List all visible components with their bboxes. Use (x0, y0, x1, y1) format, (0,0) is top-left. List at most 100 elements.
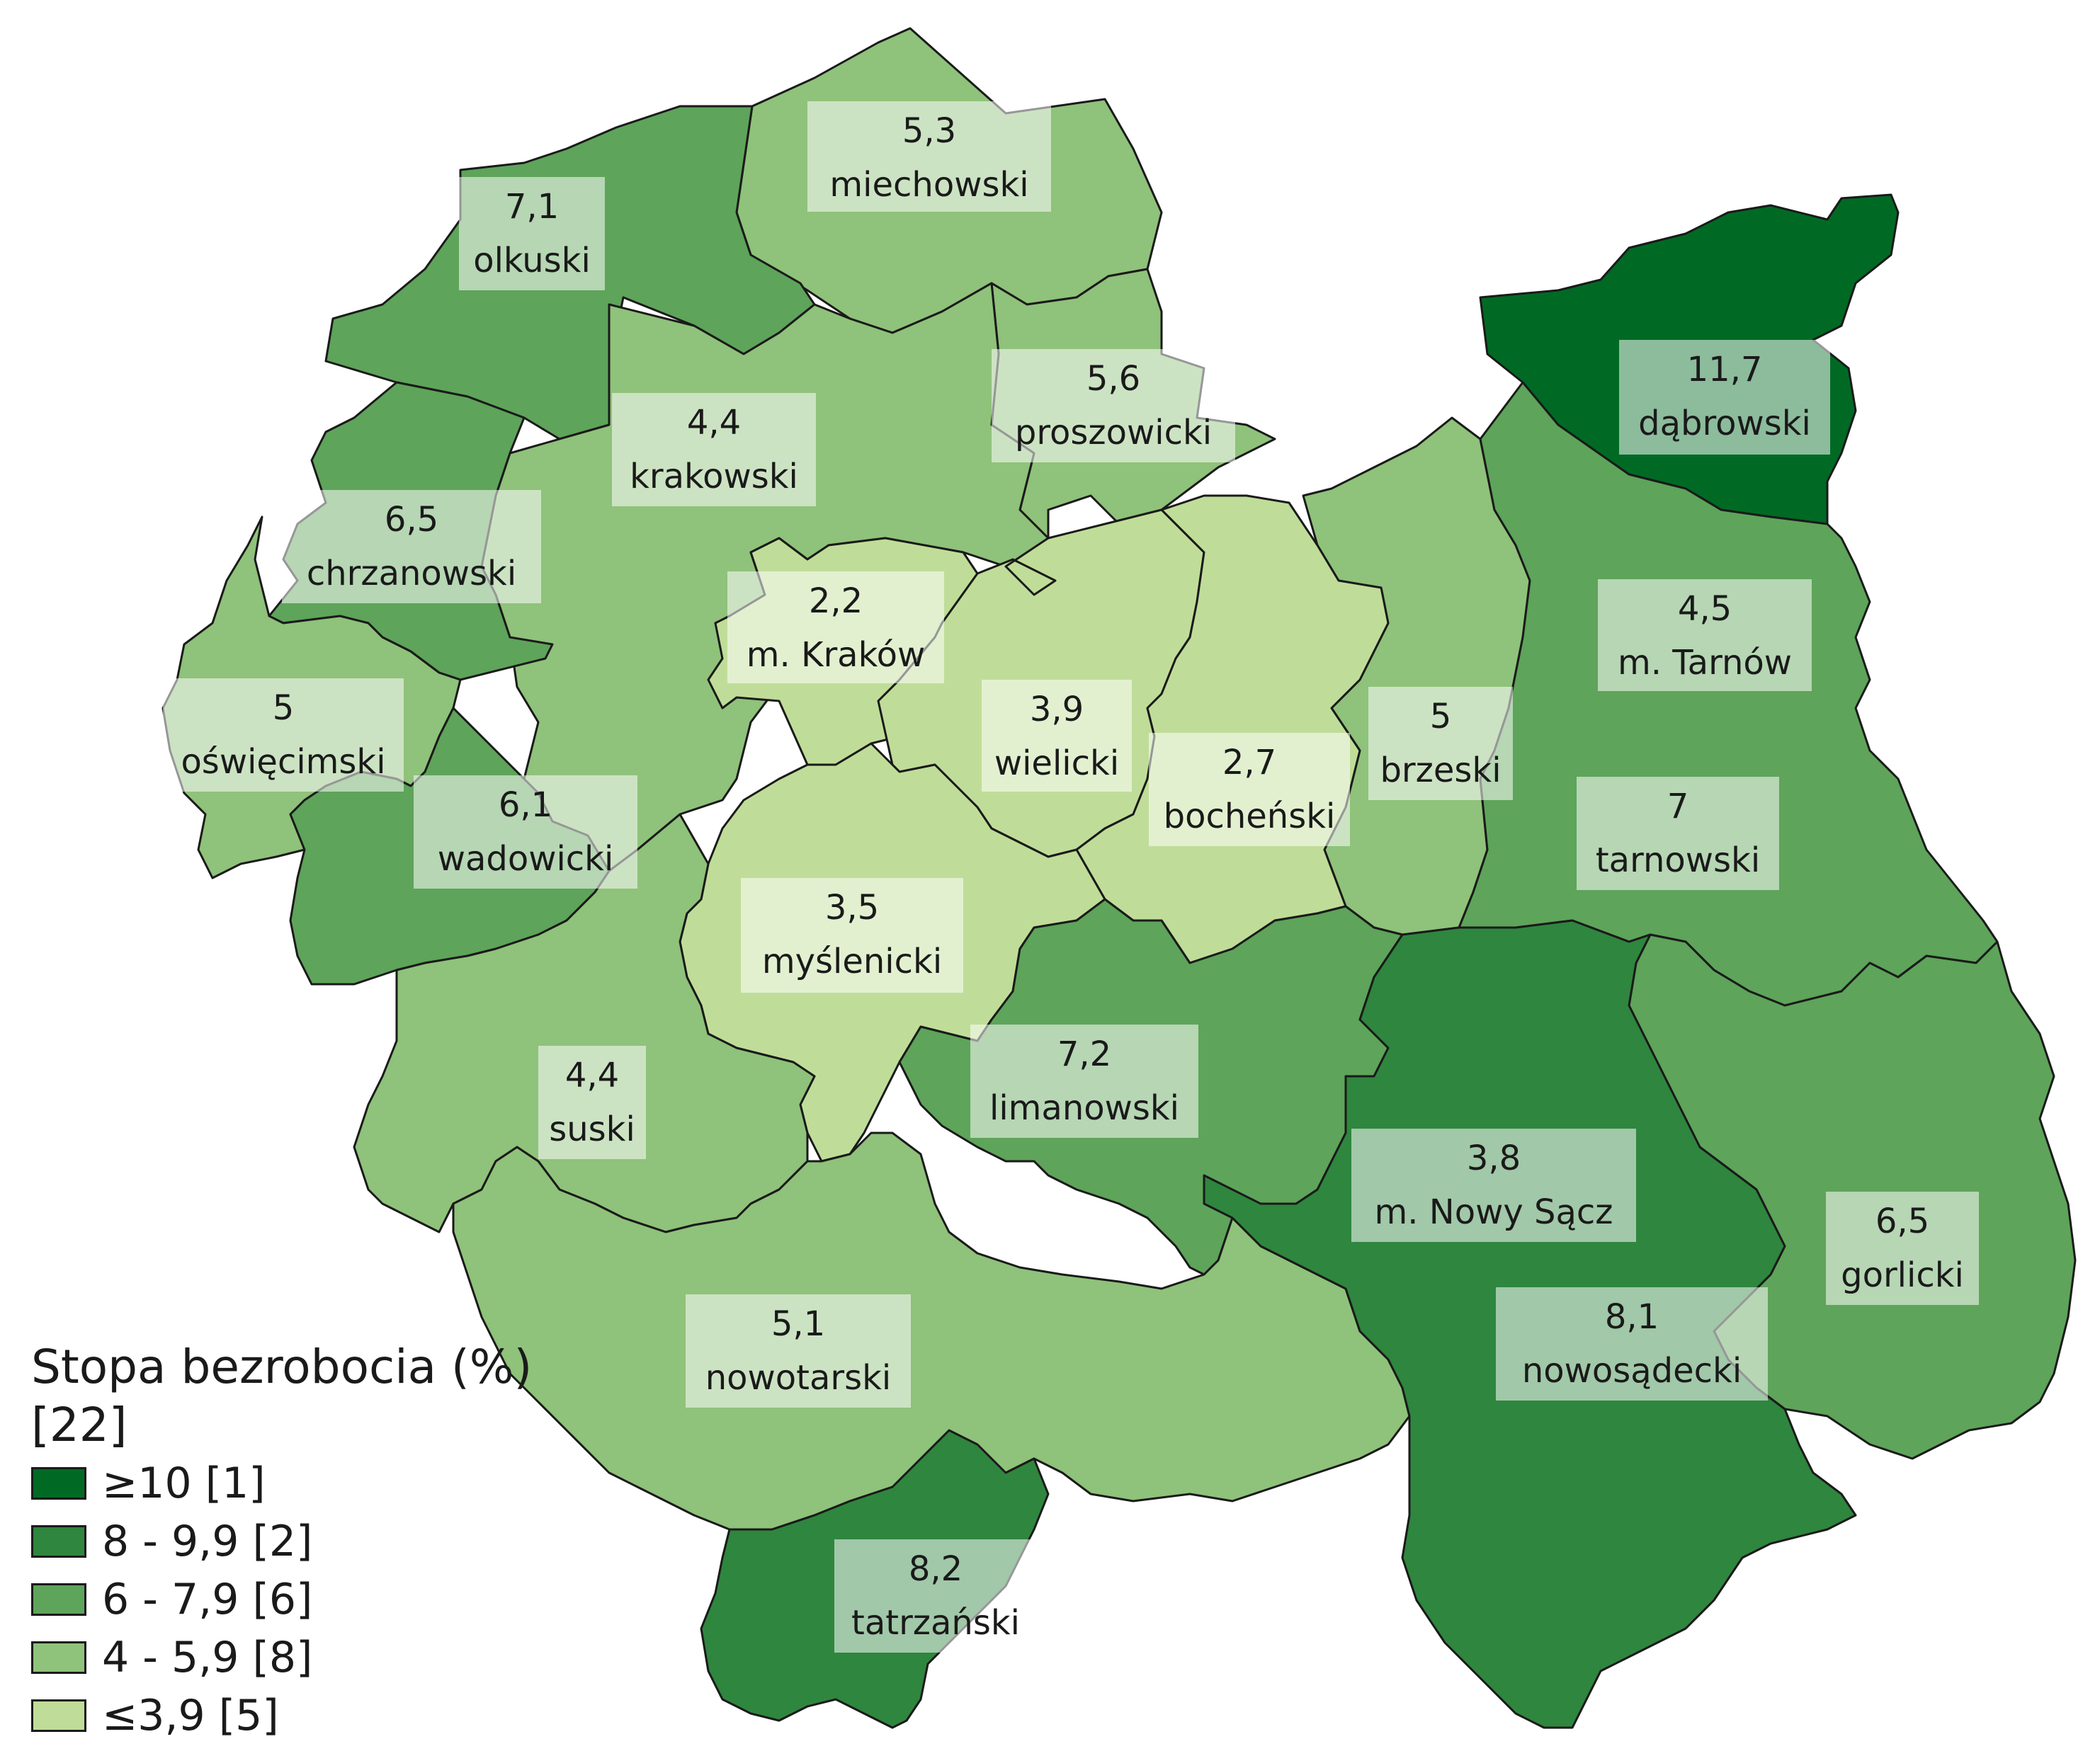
region-label-myslenicki: 3,5 myślenicki (741, 878, 963, 993)
region-name: olkuski (473, 241, 591, 280)
region-name: bocheński (1164, 797, 1336, 836)
region-value: 5 (1430, 697, 1452, 736)
region-value: 6,5 (1875, 1202, 1929, 1241)
region-name: miechowski (829, 165, 1028, 205)
map-legend: Stopa bezrobocia (%) [22] ≥10 [1] 8 - 9,9… (31, 1338, 569, 1745)
region-label-wielicki: 3,9 wielicki (982, 680, 1132, 792)
region-value: 6,5 (385, 500, 438, 540)
legend-swatch (31, 1583, 86, 1616)
region-name: m. Nowy Sącz (1375, 1192, 1613, 1232)
region-label-background (163, 678, 404, 792)
region-value: 4,4 (687, 403, 741, 443)
region-value: 5,3 (902, 111, 956, 151)
legend-swatch (31, 1467, 86, 1500)
region-label-background (1496, 1287, 1768, 1401)
region-value: 7 (1667, 787, 1689, 826)
region-label-nowotarski: 5,1 nowotarski (686, 1294, 911, 1408)
legend-label: 8 - 9,9 [2] (102, 1517, 313, 1566)
region-name: suski (549, 1110, 635, 1149)
region-name: nowosądecki (1522, 1351, 1742, 1391)
region-name: tatrzański (851, 1603, 1020, 1643)
region-label-olkuski: 7,1 olkuski (459, 177, 605, 290)
region-name: krakowski (630, 457, 798, 496)
region-name: nowotarski (705, 1358, 892, 1398)
region-name: dąbrowski (1638, 404, 1811, 443)
region-value: 8,1 (1605, 1297, 1659, 1337)
region-name: tarnowski (1596, 840, 1760, 880)
legend-swatch (31, 1699, 86, 1732)
region-name: brzeski (1380, 751, 1501, 790)
region-label-chrzanowski: 6,5 chrzanowski (282, 490, 541, 603)
region-label-background (1368, 687, 1513, 800)
region-name: wielicki (994, 743, 1119, 783)
region-value: 8,2 (909, 1549, 963, 1589)
region-label-background (970, 1025, 1198, 1138)
legend-item: 6 - 7,9 [6] (31, 1570, 569, 1629)
region-name: wadowicki (438, 839, 614, 879)
region-label-background (727, 571, 944, 683)
region-name: limanowski (989, 1088, 1179, 1128)
region-value: 11,7 (1687, 350, 1763, 389)
region-label-background (1351, 1129, 1636, 1242)
region-label-krakowski: 4,4 krakowski (612, 393, 816, 506)
region-label-gorlicki: 6,5 gorlicki (1826, 1192, 1979, 1305)
region-value: 4,4 (565, 1056, 619, 1095)
region-value: 3,5 (825, 888, 879, 928)
region-label-background (686, 1294, 911, 1408)
region-value: 7,2 (1057, 1034, 1111, 1074)
region-value: 2,7 (1222, 743, 1276, 782)
legend-label: ≤3,9 [5] (102, 1691, 279, 1740)
region-name: m. Kraków (747, 635, 926, 675)
region-label-background (1598, 579, 1812, 691)
region-label-background (982, 680, 1132, 792)
legend-item: 4 - 5,9 [8] (31, 1629, 569, 1687)
legend-item: ≤3,9 [5] (31, 1687, 569, 1745)
region-value: 5 (273, 688, 295, 728)
region-label-wadowicki: 6,1 wadowicki (414, 775, 637, 889)
region-name: oświęcimski (181, 742, 385, 782)
region-label-background (1577, 777, 1779, 890)
region-label-background (807, 101, 1051, 212)
region-value: 6,1 (499, 785, 552, 825)
legend-label: 6 - 7,9 [6] (102, 1575, 313, 1624)
region-name: chrzanowski (307, 554, 516, 593)
region-value: 4,5 (1678, 589, 1732, 629)
region-label-background (834, 1539, 1037, 1653)
legend-item: 8 - 9,9 [2] (31, 1512, 569, 1570)
region-value: 3,8 (1467, 1139, 1521, 1178)
region-label-tatrzanski: 8,2 tatrzański (834, 1539, 1037, 1653)
region-label-m-nowy-sacz: 3,8 m. Nowy Sącz (1351, 1129, 1636, 1242)
region-label-background (282, 490, 541, 603)
region-value: 5,1 (771, 1304, 825, 1344)
region-label-background (1826, 1192, 1979, 1305)
region-name: myślenicki (762, 942, 942, 981)
region-label-brzeski: 5 brzeski (1368, 687, 1513, 800)
region-label-dabrowski: 11,7 dąbrowski (1619, 340, 1830, 455)
region-label-oswiecimski: 5 oświęcimski (163, 678, 404, 792)
legend-title: Stopa bezrobocia (%) [22] (31, 1340, 533, 1452)
region-label-miechowski: 5,3 miechowski (807, 101, 1051, 212)
region-label-background (1149, 733, 1350, 846)
region-label-nowosadecki: 8,1 nowosądecki (1496, 1287, 1768, 1401)
labels-layer: 5,3 miechowski 7,1 olkuski 5,6 proszowicki 11,… (163, 101, 1979, 1653)
region-label-background (992, 349, 1235, 462)
region-value: 3,9 (1030, 690, 1084, 729)
legend-item: ≥10 [1] (31, 1454, 569, 1512)
legend-swatch (31, 1525, 86, 1558)
region-name: proszowicki (1015, 413, 1212, 452)
legend-label: 4 - 5,9 [8] (102, 1633, 313, 1682)
region-label-background (414, 775, 637, 889)
region-label-background (741, 878, 963, 993)
region-label-background (459, 177, 605, 290)
region-label-limanowski: 7,2 limanowski (970, 1025, 1198, 1138)
region-label-background (612, 393, 816, 506)
region-value: 5,6 (1086, 359, 1140, 399)
region-label-m-krakow: 2,2 m. Kraków (727, 571, 944, 683)
region-label-bochenski: 2,7 bocheński (1149, 733, 1350, 846)
region-value: 7,1 (505, 187, 559, 227)
legend-rows: ≥10 [1] 8 - 9,9 [2] 6 - 7,9 [6] 4 - 5,9 [8]… (31, 1454, 569, 1745)
region-label-suski: 4,4 suski (538, 1046, 646, 1159)
region-name: m. Tarnów (1618, 643, 1792, 683)
region-label-proszowicki: 5,6 proszowicki (992, 349, 1235, 462)
